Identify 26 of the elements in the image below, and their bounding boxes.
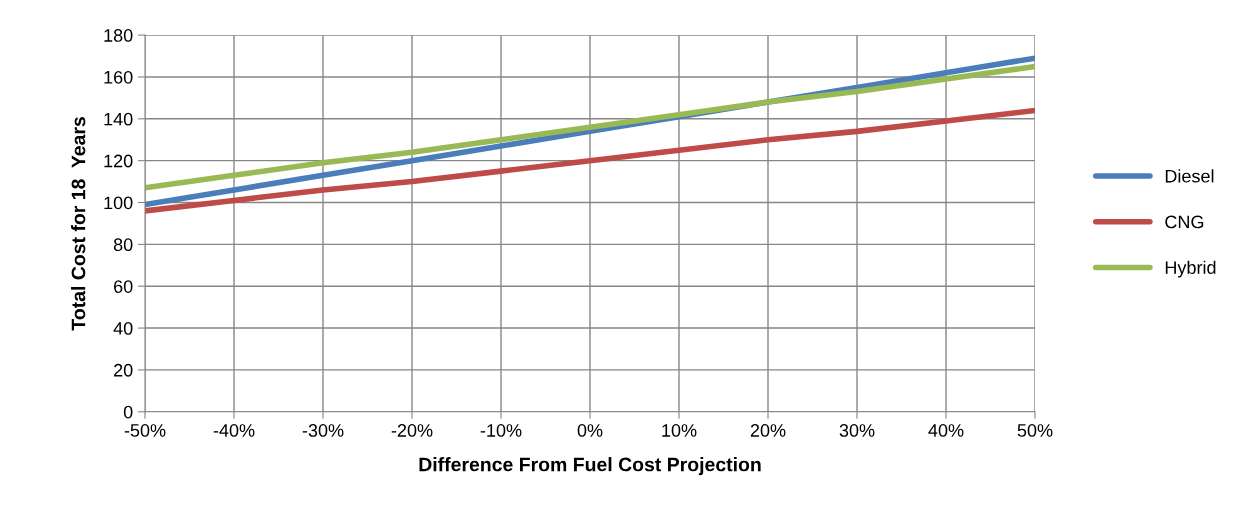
y-tick-label: 20: [114, 363, 133, 377]
y-tick-label: 0: [123, 405, 133, 419]
legend-label: Diesel: [1165, 169, 1214, 183]
y-tick-label: 140: [104, 112, 133, 126]
y-tick-label: 160: [104, 70, 133, 84]
y-tick-label: 60: [114, 280, 133, 293]
x-tick-label: 30%: [839, 424, 875, 437]
x-tick-label: 40%: [928, 424, 964, 437]
legend-label: Hybrid: [1165, 260, 1216, 278]
x-tick-label: -10%: [480, 424, 522, 437]
x-tick-label: -40%: [213, 424, 255, 437]
y-tick-label: 180: [104, 29, 133, 42]
y-tick-label: 120: [104, 154, 133, 168]
x-tick-label: 20%: [750, 424, 786, 437]
y-tick-label: 100: [104, 196, 133, 210]
x-tick-label: -20%: [391, 424, 433, 437]
x-axis-title: Difference From Fuel Cost Projection: [419, 457, 761, 476]
x-tick-label: -50%: [124, 424, 166, 437]
x-tick-label: 10%: [662, 424, 697, 437]
x-tick-label: 0%: [577, 424, 603, 437]
x-tick-label: 50%: [1017, 424, 1053, 437]
x-tick-label: -30%: [302, 424, 344, 437]
y-tick-label: 80: [113, 238, 133, 252]
legend-label: CNG: [1165, 215, 1204, 229]
y-axis-title: Total Cost for 18 Years: [71, 117, 86, 331]
y-tick-label: 40: [113, 322, 133, 335]
